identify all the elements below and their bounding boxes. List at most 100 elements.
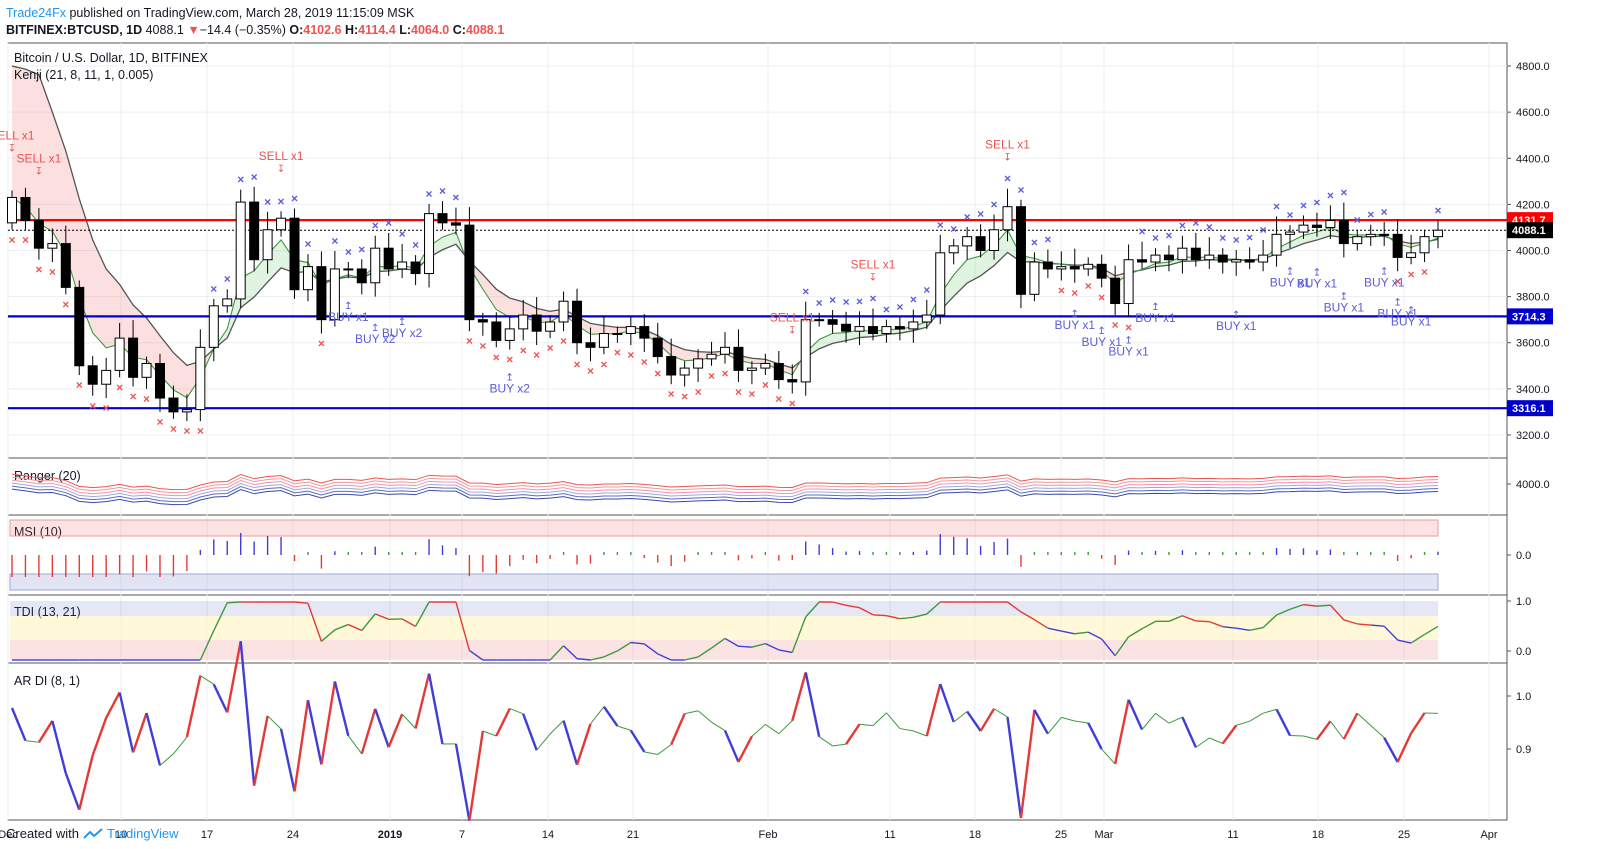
buy-marker: × [1287, 208, 1294, 222]
candle-body [639, 326, 650, 339]
ardi-line-segment [979, 708, 996, 732]
chart-area[interactable]: Dec 10 17 24 2019 7 14 21 Feb 11 18 25 Mar 11 18 25 Apr 4… [0, 40, 1612, 840]
sell-marker: × [143, 392, 150, 406]
close-value: 4088.1 [465, 23, 505, 37]
candle-body [141, 362, 152, 378]
tdi-line-segment [348, 623, 363, 632]
ardi-line-segment [118, 692, 135, 753]
sell-marker: × [62, 297, 69, 311]
ardi-line-segment [1155, 712, 1170, 724]
candle-body [867, 326, 878, 335]
buy-marker: × [426, 187, 433, 201]
ardi-line-segment [25, 740, 39, 743]
tdi-line-segment [643, 643, 659, 655]
y-tick-label: 3200.0 [1516, 430, 1550, 442]
sell-marker: × [1085, 279, 1092, 293]
tdi-line-segment [1316, 604, 1331, 607]
sell-arrow-icon: ↧ [277, 164, 285, 175]
buy-marker: × [412, 238, 419, 252]
candle-body [518, 314, 529, 330]
sell-marker: × [1394, 274, 1401, 288]
tdi-line-segment [1383, 625, 1399, 641]
ardi-line-segment [185, 675, 202, 738]
candle-body [948, 245, 959, 254]
chart-title: Bitcoin / U.S. Dollar, 1D, BITFINEX [14, 51, 208, 65]
candle-body [720, 346, 730, 355]
candle-body [47, 243, 58, 249]
level-price-tag [1507, 400, 1553, 417]
ardi-line-segment [751, 724, 766, 737]
ribbon-segment [684, 349, 699, 361]
buy-signal-label: BUY x1 [1216, 319, 1257, 333]
sell-marker: × [587, 364, 594, 378]
sell-marker: × [1098, 290, 1105, 304]
sell-marker: × [89, 399, 96, 413]
ardi-line-segment [913, 730, 927, 737]
candle-body [679, 367, 690, 376]
ardi-line-segment [562, 720, 579, 766]
ranger-line [11, 476, 1439, 494]
tdi-line-segment [1020, 611, 1035, 621]
y-tick-label: 4800.0 [1516, 61, 1550, 73]
sell-marker: × [8, 233, 15, 247]
buy-marker: × [964, 210, 971, 224]
candle-body [1177, 247, 1188, 261]
open-label: O: [289, 23, 304, 37]
tdi-line-segment [1262, 614, 1278, 629]
tdi-line-segment [805, 601, 820, 618]
ribbon-segment [254, 254, 268, 298]
tdi-line-segment [1141, 620, 1156, 630]
ardi-line-segment [78, 754, 94, 811]
tdi-line-segment [1182, 615, 1197, 622]
ardi-line-segment [778, 720, 793, 735]
y-tick-label: 1.0 [1516, 596, 1531, 608]
candle-body [1123, 259, 1134, 305]
candle-body [329, 268, 340, 321]
tdi-mid-zone [10, 616, 1438, 640]
ardi-line-segment [159, 753, 174, 766]
ribbon-segment [92, 240, 107, 348]
ardi-line-segment [925, 683, 942, 737]
y-tick-label: 4000.0 [1516, 479, 1550, 491]
buy-marker: × [1340, 186, 1347, 200]
buy-marker: × [883, 303, 890, 317]
buy-arrow-icon: ↥ [1393, 297, 1401, 308]
sell-marker: × [197, 424, 204, 438]
buy-arrow-icon: ↥ [344, 301, 352, 312]
ardi-line-segment [387, 713, 404, 748]
buy-marker: × [224, 272, 231, 286]
candle-body [625, 326, 636, 335]
candle-body [1311, 224, 1322, 228]
tdi-line-segment [1343, 619, 1358, 625]
sell-marker: × [708, 369, 715, 383]
tdi-line-segment [1209, 620, 1224, 628]
ribbon-segment [1155, 262, 1169, 267]
tradingview-link[interactable]: TradingView [106, 826, 179, 841]
sell-marker: × [76, 378, 83, 392]
ardi-line-segment [657, 744, 672, 755]
sell-arrow-icon: ↧ [869, 273, 877, 284]
tdi-line-segment [657, 653, 672, 661]
buy-marker: × [1300, 198, 1307, 212]
buy-marker: × [210, 282, 217, 296]
x-tick-label: 7 [459, 829, 465, 840]
ribbon-segment [832, 332, 847, 344]
author-link[interactable]: Trade24Fx [6, 6, 66, 20]
candle-body [746, 367, 757, 371]
ardi-line-segment [482, 730, 497, 737]
candle-body [1379, 233, 1390, 236]
tdi-line-segment [697, 647, 712, 658]
ribbon-segment [1316, 227, 1331, 241]
candle-body [1015, 206, 1026, 295]
buy-marker: × [237, 173, 244, 187]
sell-signal-label: SELL x1 [16, 152, 61, 166]
ardi-line-segment [899, 728, 914, 732]
candle-body [598, 333, 609, 348]
tdi-line-segment [738, 645, 752, 648]
ardi-line-segment [427, 673, 444, 745]
ardi-line-segment [1209, 737, 1223, 745]
candle-body [410, 261, 421, 275]
ardi-line-segment [306, 699, 323, 765]
candle-body [1285, 231, 1296, 235]
buy-marker: × [385, 216, 392, 230]
